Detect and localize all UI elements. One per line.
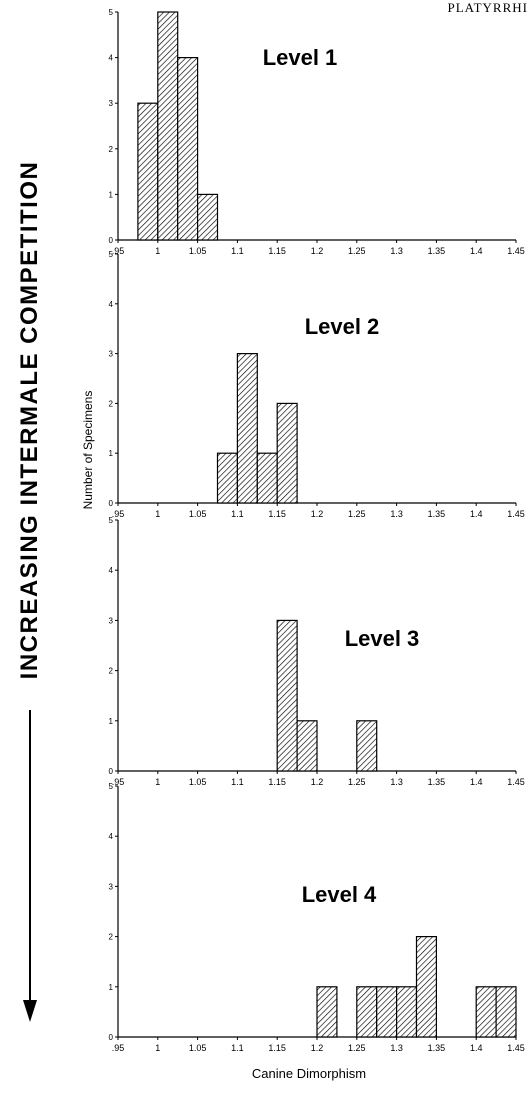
bar	[356, 720, 378, 772]
bar	[197, 193, 219, 241]
x-tick-label: 1.4	[470, 777, 483, 787]
y-tick-label: 0	[109, 236, 114, 245]
bar	[177, 56, 199, 241]
x-tick-label: 1.3	[390, 777, 403, 787]
x-tick-label: 1.05	[189, 1043, 207, 1053]
running-head: PLATYRRHI	[447, 0, 528, 15]
bar	[356, 986, 378, 1038]
bar	[415, 935, 437, 1038]
x-tick-label: 1.2	[311, 1043, 324, 1053]
y-tick-label: 5	[109, 8, 114, 17]
histogram-level-3: 0 1 2 3 4 5 .95 1 1.05 1.1 1.15 1.2 1.25 1.3 1.35 1.4 1.…	[109, 516, 525, 787]
bar	[376, 986, 398, 1038]
histogram-level-2: 0 1 2 3 4 5 .95 1 1.05 1.1 1.15 1.2 1.25 1.3 1.35 1.4 1.…	[109, 250, 525, 519]
y-tick-label: 2	[109, 667, 114, 676]
y-tick-label: 3	[109, 882, 114, 891]
x-tick-label: 1.15	[268, 777, 286, 787]
x-tick-label: 1	[155, 777, 160, 787]
x-tick-label: 1.1	[231, 509, 244, 519]
x-tick-label: 1.35	[428, 1043, 446, 1053]
x-tick-label: 1.2	[311, 246, 324, 256]
bar	[296, 720, 318, 772]
bar	[316, 986, 338, 1038]
x-tick-label: 1.45	[507, 246, 525, 256]
y-tick-label: 0	[109, 1033, 114, 1042]
y-tick-label: 5	[109, 250, 114, 259]
x-tick-label: 1.05	[189, 777, 207, 787]
y-tick-label: 4	[109, 566, 114, 575]
bar	[137, 102, 159, 241]
y-tick-label: 4	[109, 832, 114, 841]
x-tick-label: .95	[112, 246, 125, 256]
x-tick-label: 1.3	[390, 246, 403, 256]
x-tick-label: 1.15	[268, 1043, 286, 1053]
panel-title: Level 1	[263, 45, 338, 70]
bar	[157, 11, 179, 241]
x-tick-label: 1.35	[428, 777, 446, 787]
x-tick-label: 1.35	[428, 509, 446, 519]
y-tick-label: 3	[109, 616, 114, 625]
down-arrow-icon	[23, 710, 37, 1022]
x-tick-label: 1.45	[507, 1043, 525, 1053]
x-tick-label: 1.3	[390, 1043, 403, 1053]
x-tick-label: 1.1	[231, 246, 244, 256]
y-tick-label: 4	[109, 54, 114, 63]
y-tick-label: 2	[109, 145, 114, 154]
panel-title: Level 2	[305, 314, 380, 339]
bar	[495, 986, 517, 1038]
panel-title: Level 4	[302, 882, 377, 907]
x-tick-label: 1.2	[311, 509, 324, 519]
x-tick-label: .95	[112, 777, 125, 787]
x-tick-label: .95	[112, 509, 125, 519]
y-tick-label: 3	[109, 350, 114, 359]
y-tick-label: 3	[109, 99, 114, 108]
x-tick-label: 1.4	[470, 1043, 483, 1053]
bar	[276, 402, 298, 504]
x-tick-label: 1.15	[268, 246, 286, 256]
x-axis-label: Canine Dimorphism	[251, 1066, 367, 1081]
y-tick-label: 4	[109, 300, 114, 309]
x-tick-label: 1.25	[348, 1043, 366, 1053]
y-tick-label: 0	[109, 767, 114, 776]
y-tick-label: 1	[109, 449, 114, 458]
x-tick-label: 1.05	[189, 509, 207, 519]
bar	[216, 452, 238, 504]
bar	[236, 353, 258, 504]
y-tick-label: 5	[109, 782, 114, 791]
y-tick-label: 0	[109, 499, 114, 508]
x-tick-label: 1.1	[231, 777, 244, 787]
x-tick-label: 1.25	[348, 509, 366, 519]
x-tick-label: .95	[112, 1043, 125, 1053]
bar	[396, 986, 418, 1038]
x-tick-label: 1.3	[390, 509, 403, 519]
bar	[475, 986, 497, 1038]
x-tick-label: 1.45	[507, 509, 525, 519]
y-tick-label: 2	[109, 399, 114, 408]
x-tick-label: 1.25	[348, 777, 366, 787]
bar	[256, 452, 278, 504]
y-tick-label: 1	[109, 983, 114, 992]
x-tick-label: 1.4	[470, 509, 483, 519]
x-tick-label: 1.35	[428, 246, 446, 256]
panel-title: Level 3	[345, 626, 420, 651]
x-tick-label: 1.45	[507, 777, 525, 787]
x-tick-label: 1.15	[268, 509, 286, 519]
x-tick-label: 1	[155, 1043, 160, 1053]
x-tick-label: 1.2	[311, 777, 324, 787]
x-tick-label: 1.1	[231, 1043, 244, 1053]
y-tick-label: 1	[109, 717, 114, 726]
x-tick-label: 1.4	[470, 246, 483, 256]
histogram-level-4: 0 1 2 3 4 5 .95 1 1.05 1.1 1.15 1.2 1.25 1.3 1.35 1.4 1.…	[109, 782, 525, 1053]
y-tick-label: 2	[109, 933, 114, 942]
x-tick-label: 1.05	[189, 246, 207, 256]
x-tick-label: 1	[155, 509, 160, 519]
y-tick-label: 5	[109, 516, 114, 525]
bar	[276, 619, 298, 772]
x-tick-label: 1	[155, 246, 160, 256]
x-tick-label: 1.25	[348, 246, 366, 256]
y-tick-label: 1	[109, 190, 114, 199]
